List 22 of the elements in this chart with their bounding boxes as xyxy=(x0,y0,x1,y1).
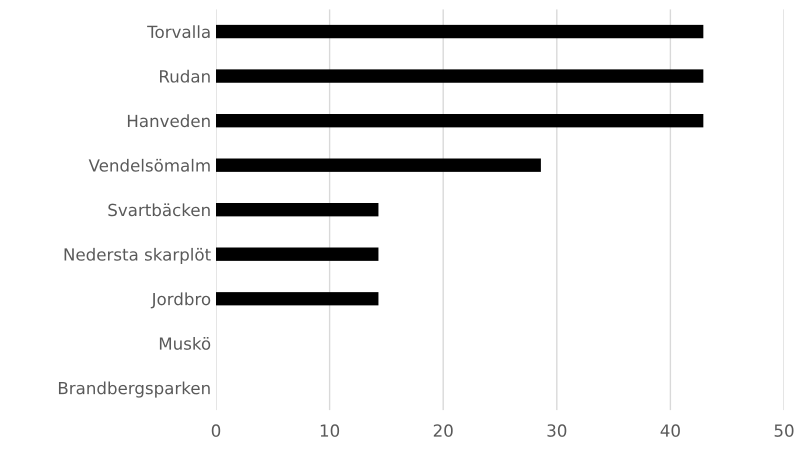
bar xyxy=(216,158,541,172)
bar xyxy=(216,248,378,261)
y-tick-label: Jordbro xyxy=(150,292,210,308)
x-tick-label: 50 xyxy=(774,424,794,437)
x-tick-label: 30 xyxy=(547,424,566,437)
bar xyxy=(216,203,378,216)
y-tick-label: Muskö xyxy=(160,336,210,350)
bar xyxy=(216,69,704,83)
y-tick-label: Nedersta skarplöt xyxy=(64,248,211,264)
bar xyxy=(216,24,704,38)
x-tick-label: 10 xyxy=(320,424,340,437)
y-tick-label: Vendelsömalm xyxy=(88,158,210,172)
x-tick-label: 40 xyxy=(660,424,680,437)
bar xyxy=(216,292,378,306)
x-tick-label: 0 xyxy=(212,424,220,437)
bar xyxy=(216,114,704,128)
y-tick-label: Svartbäcken xyxy=(108,203,210,216)
y-tick-label: Rudan xyxy=(160,70,210,83)
y-tick-label: Torvalla xyxy=(147,25,210,38)
y-tick-label: Hanveden xyxy=(128,114,210,128)
y-tick-label: Brandbergsparken xyxy=(58,381,210,398)
x-tick-label: 20 xyxy=(434,424,453,437)
